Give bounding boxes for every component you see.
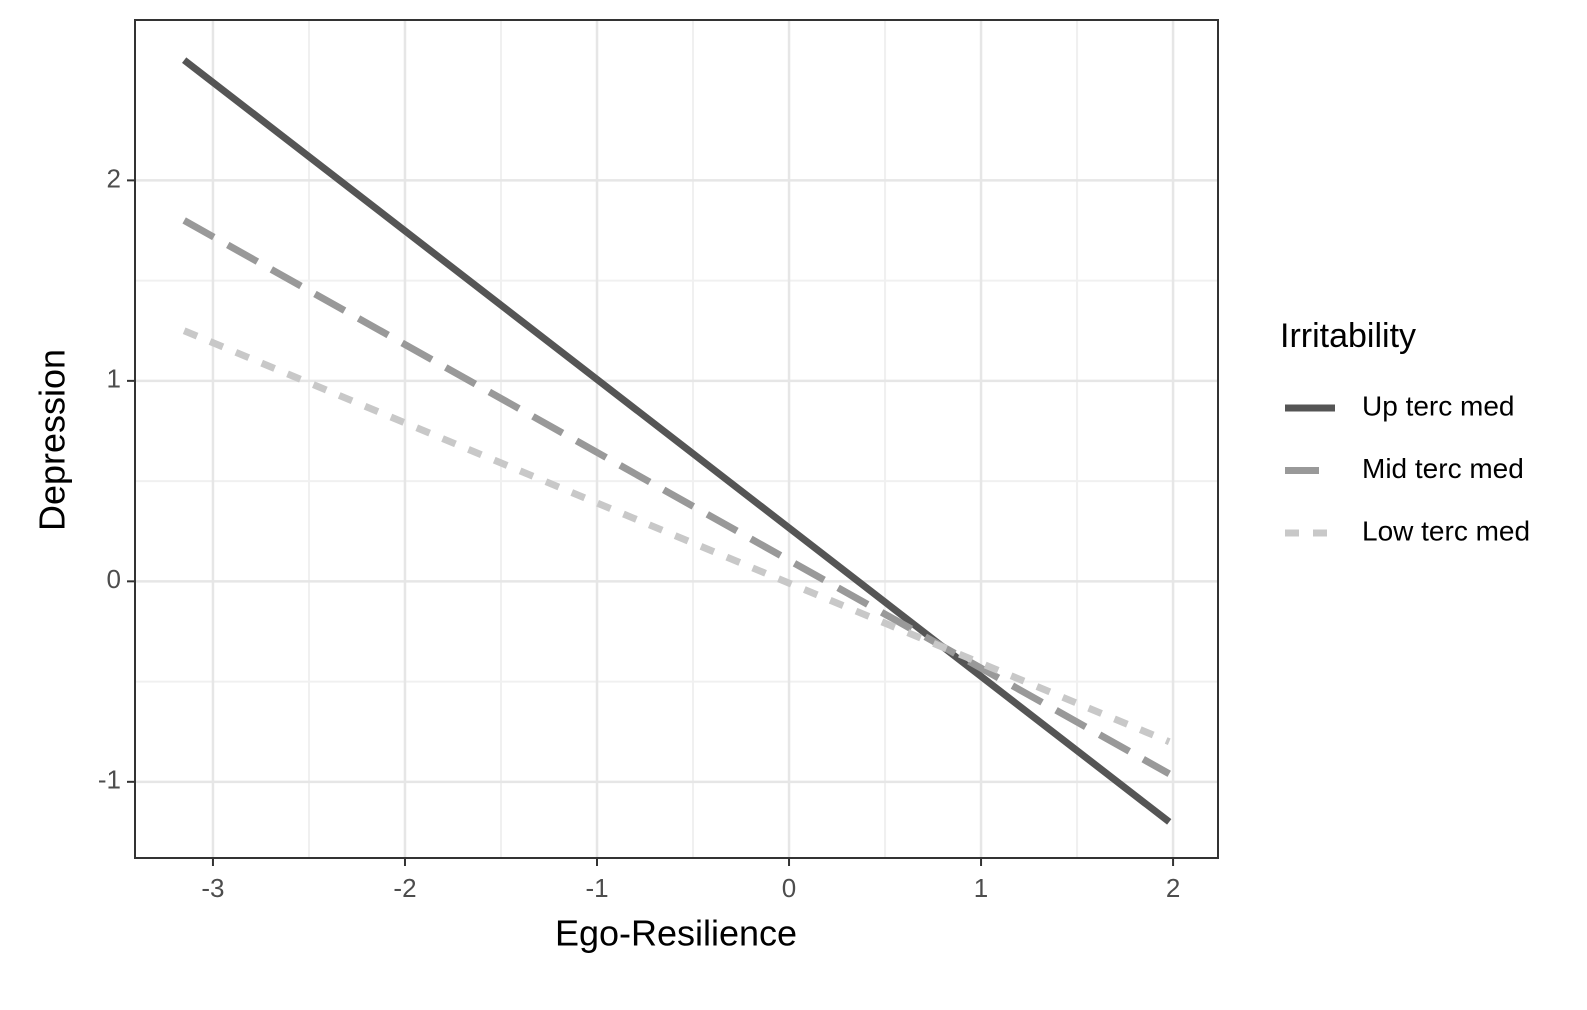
line-series xyxy=(182,217,1171,777)
x-tick-label: 0 xyxy=(782,873,796,903)
plot-border xyxy=(134,19,1219,859)
y-axis-title: Depression xyxy=(32,349,73,531)
y-tick-label: 0 xyxy=(107,564,121,594)
y-tick-label: 1 xyxy=(107,364,121,394)
x-tick-label: 2 xyxy=(1166,873,1180,903)
x-tick-label: -3 xyxy=(201,873,224,903)
y-tick-label: 2 xyxy=(107,163,121,193)
legend-label: Up terc med xyxy=(1362,390,1515,421)
legend-title: Irritability xyxy=(1280,317,1416,355)
x-tick-label: 1 xyxy=(974,873,988,903)
line-series xyxy=(182,57,1172,825)
legend-label: Low terc med xyxy=(1362,515,1530,546)
y-tick-label: -1 xyxy=(98,765,121,795)
legend-label: Mid terc med xyxy=(1362,453,1524,484)
x-tick-label: -1 xyxy=(585,873,608,903)
line-series xyxy=(182,327,1171,745)
x-tick-label: -2 xyxy=(393,873,416,903)
x-axis-title: Ego-Resilience xyxy=(555,913,797,954)
